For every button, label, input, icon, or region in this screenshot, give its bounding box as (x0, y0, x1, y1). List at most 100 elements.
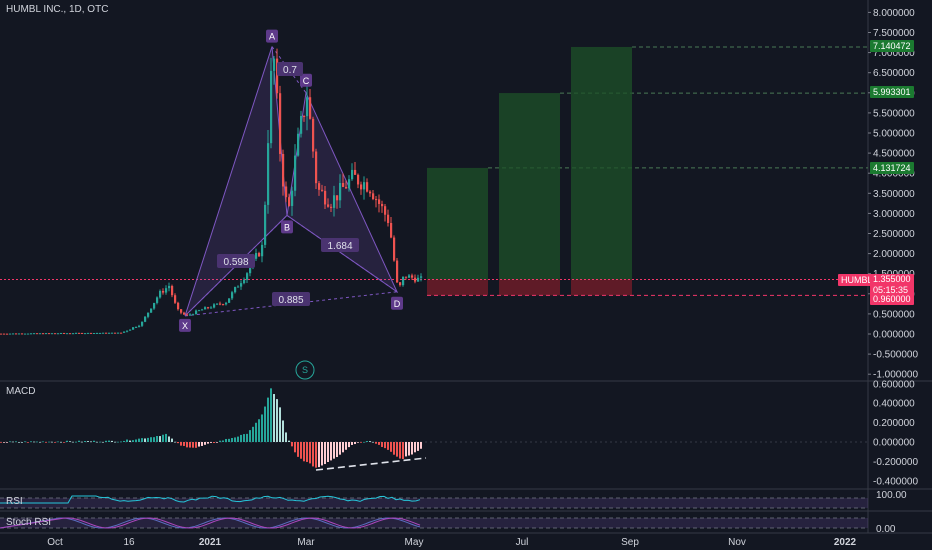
ratio-badge (277, 62, 303, 76)
macd-bar (198, 442, 200, 447)
candle-body (195, 310, 198, 315)
candle-body (222, 304, 225, 306)
target1-tag: 4.131724 (870, 162, 914, 174)
macd-bar (135, 439, 137, 442)
macd-bar (312, 442, 314, 467)
stoch-band (0, 518, 868, 528)
rsi-line (0, 495, 421, 504)
candle-body (360, 184, 363, 190)
candle-body (159, 290, 162, 298)
macd-bar (99, 441, 101, 443)
candle-body (240, 283, 243, 287)
candle-body (381, 203, 384, 207)
macd-bar (69, 441, 71, 442)
macd-bar (66, 440, 68, 442)
chart-title: HUMBL INC., 1D, OTC (6, 4, 109, 15)
macd-bar (102, 441, 104, 443)
candle-body (294, 155, 297, 191)
stoch-d-line (0, 517, 421, 529)
candle-body (216, 303, 219, 305)
macd-label: MACD (6, 386, 36, 397)
price-tick-label: 7.500000 (873, 28, 915, 39)
macd-bar (330, 442, 332, 461)
macd-bar (21, 441, 23, 443)
candle-body (213, 304, 216, 308)
candle-body (168, 286, 171, 289)
time-tick-label: Oct (47, 537, 63, 548)
macd-bar (54, 442, 56, 443)
candle-body (204, 307, 207, 310)
macd-bar (57, 441, 59, 443)
candle-body (84, 333, 87, 335)
macd-bar (414, 442, 416, 453)
candle-body (363, 182, 366, 190)
candle-body (66, 333, 69, 335)
current-price: 1.355000 (873, 274, 911, 284)
candle-body (321, 189, 324, 191)
stop-tag: 0.960000 (870, 293, 914, 305)
candle-body (297, 133, 300, 156)
macd-bar (228, 438, 230, 442)
macd-bar (42, 441, 44, 443)
candle-body (264, 204, 267, 245)
macd-bar (168, 436, 170, 442)
candle-body (75, 332, 78, 334)
candle-body (96, 332, 99, 334)
macd-bar (363, 441, 365, 443)
macd-tick-label: -0.400000 (873, 476, 918, 487)
macd-bar (90, 441, 92, 443)
macd-bar (0, 442, 2, 443)
candle-body (141, 321, 144, 326)
candle-body (27, 333, 30, 335)
candle-body (129, 329, 132, 331)
candle-body (267, 143, 270, 205)
candle-body (414, 277, 417, 282)
candle-body (30, 333, 33, 335)
candle-body (375, 199, 378, 201)
macd-bar (306, 442, 308, 462)
macd-bar (342, 442, 344, 453)
macd-tick-label: -0.200000 (873, 457, 918, 468)
price-tick-label: 8.000000 (873, 8, 915, 19)
macd-bar (255, 422, 257, 442)
candle-body (192, 314, 195, 316)
time-tick-label: 2022 (834, 537, 857, 548)
candle-body (144, 316, 147, 322)
candles (0, 48, 423, 335)
macd-bar (27, 442, 29, 443)
macd-bar (153, 437, 155, 442)
candle-body (6, 333, 9, 335)
macd-bar (105, 440, 107, 442)
macd-bar (384, 442, 386, 449)
rsi-label: RSI (6, 496, 23, 507)
event-marker-label: S (302, 365, 308, 375)
candle-body (315, 151, 318, 184)
macd-bar (117, 441, 119, 443)
candle-body (102, 332, 105, 334)
target-zone (499, 93, 560, 280)
current-price-tag: 1.355000 05:15:35 (870, 274, 914, 296)
macd-bar (369, 441, 371, 442)
pattern-point-label: C (303, 76, 310, 86)
macd-bar (231, 438, 233, 442)
candle-body (270, 70, 273, 144)
candle-body (357, 174, 360, 185)
macd-bar (147, 437, 149, 442)
macd-bar (189, 442, 191, 448)
macd-bar (249, 430, 251, 442)
macd-bar (360, 442, 362, 443)
macd-histogram (0, 388, 868, 471)
time-tick-label: 16 (123, 537, 135, 548)
candle-body (351, 169, 354, 180)
candle-body (174, 295, 177, 303)
target-zones (0, 46, 868, 296)
macd-tick-label: 0.000000 (873, 438, 915, 449)
macd-bar (213, 442, 215, 443)
rsi-tick-label: 100.00 (876, 490, 907, 501)
ratio-label: 0.7 (283, 65, 297, 76)
price-tick-label: 3.500000 (873, 189, 915, 200)
macd-bar (366, 441, 368, 442)
candle-body (24, 333, 27, 335)
macd-bar (240, 434, 242, 442)
